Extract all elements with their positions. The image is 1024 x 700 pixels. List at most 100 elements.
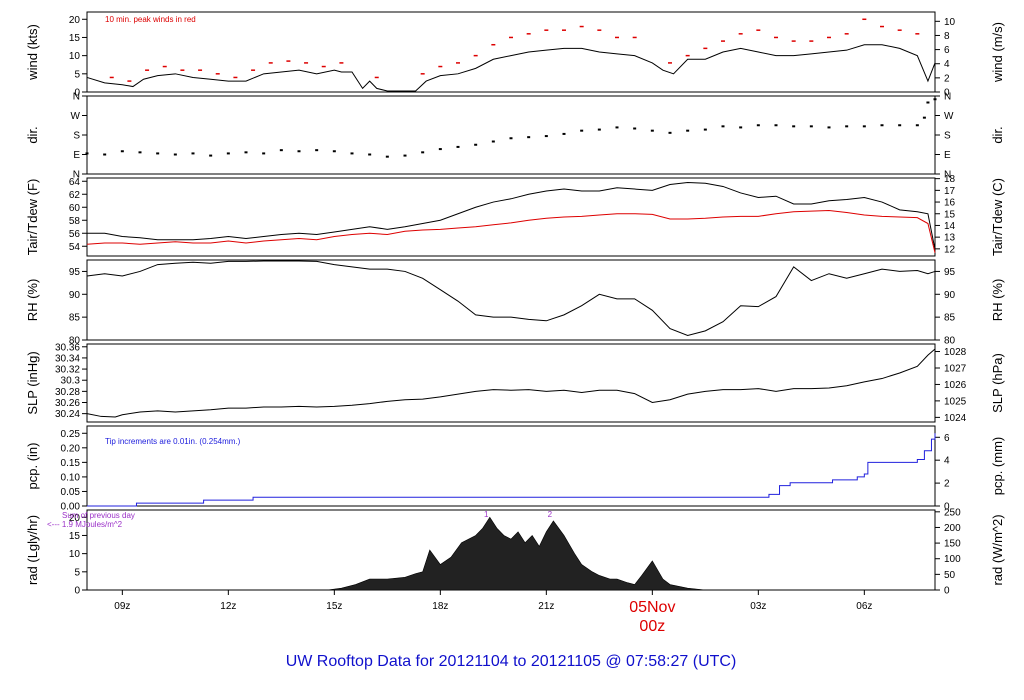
dir-point [244, 151, 248, 154]
left-tick-label: S [73, 131, 80, 142]
right-tick-label: 13 [944, 233, 956, 244]
x-tick-label: 21z [538, 601, 554, 612]
left-tick-label: 0.10 [61, 472, 81, 483]
right-tick-label: 10 [944, 17, 956, 28]
right-tick-label: 4 [944, 59, 950, 70]
left-tick-label: 60 [69, 203, 81, 214]
dir-point [421, 151, 425, 154]
right-tick-label: S [944, 131, 951, 142]
x-tick-label: 15z [326, 601, 342, 612]
left-tick-label: 80 [69, 336, 81, 347]
dir-point [456, 145, 460, 148]
right-tick-label: 80 [944, 336, 956, 347]
left-tick-label: 64 [69, 177, 81, 188]
right-tick-label: 85 [944, 313, 956, 324]
dir-point [226, 152, 230, 155]
left-tick-label: 0.25 [61, 429, 81, 440]
dir-point [721, 125, 725, 128]
dir-point [650, 129, 654, 132]
dir-point [686, 129, 690, 132]
dir-point [120, 150, 124, 153]
dir-point [926, 101, 930, 104]
right-tick-label: 0 [944, 586, 950, 597]
rad-marker: 2 [548, 510, 553, 519]
dir-point [933, 98, 937, 101]
panel-frame [86, 11, 936, 93]
precip-line [87, 433, 936, 507]
dir-point [756, 124, 760, 127]
x-tick-label: 06z [856, 601, 872, 612]
right-tick-label: 16 [944, 198, 956, 209]
x-tick-label: 12z [220, 601, 236, 612]
panel-frame [86, 425, 936, 507]
left-tick-label: 0 [74, 586, 80, 597]
left-tick-label: 30.34 [55, 353, 80, 364]
dir-point [368, 153, 372, 156]
dir-point [774, 124, 778, 127]
right-tick-label: W [944, 111, 954, 122]
left-tick-label: 15 [69, 33, 81, 44]
right-tick-label: 1028 [944, 347, 967, 358]
dir-point [279, 149, 283, 152]
right-tick-label: 100 [944, 554, 961, 565]
ylabel-left: Tair/Tdew (F) [25, 179, 40, 256]
rh-line [86, 260, 936, 336]
ylabel-left: rad (Lgly/hr) [25, 515, 40, 585]
right-tick-label: 95 [944, 267, 956, 278]
dir-point [156, 152, 160, 155]
right-tick-label: 15 [944, 209, 956, 220]
right-tick-label: 2 [944, 73, 950, 84]
left-tick-label: 10 [69, 51, 81, 62]
dir-point [615, 126, 619, 129]
dir-point [922, 116, 926, 119]
right-tick-label: 4 [944, 456, 950, 467]
slp-line [86, 348, 936, 418]
dir-point [809, 125, 813, 128]
right-tick-label: E [944, 150, 951, 161]
left-tick-label: 62 [69, 190, 81, 201]
right-tick-label: N [944, 92, 951, 103]
x-tick-label: 03z [750, 601, 766, 612]
day-label: 05Nov [629, 599, 675, 616]
dir-point [597, 128, 601, 131]
right-tick-label: 200 [944, 523, 961, 534]
day-sublabel: 00z [639, 618, 665, 635]
left-tick-label: 0.15 [61, 458, 81, 469]
right-tick-label: 8 [944, 31, 950, 42]
dir-point [827, 126, 831, 129]
dir-point [297, 150, 301, 153]
left-tick-label: 56 [69, 229, 81, 240]
left-tick-label: E [73, 150, 80, 161]
right-tick-label: 1026 [944, 380, 967, 391]
left-tick-label: 30.28 [55, 387, 80, 398]
right-tick-label: 6 [944, 45, 950, 56]
dir-point [703, 128, 707, 131]
dir-point [668, 131, 672, 134]
tdew-line [86, 209, 936, 253]
dir-point [633, 127, 637, 130]
panel-frame [86, 259, 936, 341]
left-tick-label: N [73, 170, 80, 181]
dir-point [915, 124, 919, 127]
dir-point [474, 143, 478, 146]
dir-point [739, 126, 743, 129]
left-tick-label: 10 [69, 549, 81, 560]
right-tick-label: 2 [944, 479, 950, 490]
dir-point [209, 154, 213, 157]
right-tick-label: 90 [944, 290, 956, 301]
left-tick-label: 20 [69, 513, 81, 524]
panel-pcp: 0.00 0.05 0.10 0.15 0.20 0.25 0 2 4 6 pcp. (in) pcp… [25, 425, 1005, 513]
dir-point [385, 155, 389, 158]
right-tick-label: N [944, 170, 951, 181]
left-tick-label: 5 [74, 567, 80, 578]
pcp-annotation: Tip increments are 0.01in. (0.254mm.) [105, 437, 241, 446]
right-tick-label: 14 [944, 221, 956, 232]
left-tick-label: 0.05 [61, 487, 81, 498]
right-tick-label: 0 [944, 502, 950, 513]
right-tick-label: 18 [944, 174, 956, 185]
